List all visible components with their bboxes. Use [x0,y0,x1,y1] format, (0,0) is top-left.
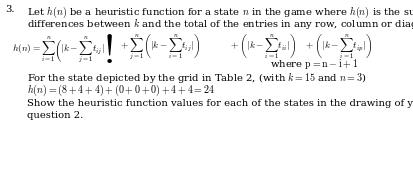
Text: $+\; \left(|k - \sum_{i=1}^{n}t_{ip}|\right)$: $+\; \left(|k - \sum_{i=1}^{n}t_{ip}|\ri… [305,32,372,61]
Text: $+\; \left(|k - \sum_{i=1}^{n}t_{ii}|\right)$: $+\; \left(|k - \sum_{i=1}^{n}t_{ii}|\ri… [230,32,296,61]
Text: $h(n) = \sum_{i=1}^{n}\left(|k - \sum_{j=1}^{n}t_{ij}|\right)$: $h(n) = \sum_{i=1}^{n}\left(|k - \sum_{j… [12,32,114,65]
Text: Let $h(n)$ be a heuristic function for a state $n$ in the game where $h(n)$ is t: Let $h(n)$ be a heuristic function for a… [27,5,413,20]
Text: where $\mathrm{p = n - i + 1}$: where $\mathrm{p = n - i + 1}$ [270,57,358,71]
Text: differences between $k$ and the total of the entries in any row, column or diago: differences between $k$ and the total of… [27,16,413,31]
Text: Show the heuristic function values for each of the states in the drawing of your: Show the heuristic function values for e… [27,99,413,108]
Text: $h(n) = (8 + 4 + 4) + (0 + 0 + 0) + 4 + 4 = 24$: $h(n) = (8 + 4 + 4) + (0 + 0 + 0) + 4 + … [27,83,215,98]
Text: $+\; \sum_{j=1}^{n}\left(|k - \sum_{i=1}^{n}t_{ij}|\right)$: $+\; \sum_{j=1}^{n}\left(|k - \sum_{i=1}… [120,32,200,62]
Text: 3.: 3. [5,5,14,14]
Text: For the state depicted by the grid in Table 2, (with $k = 15$ and $n = 3$): For the state depicted by the grid in Ta… [27,70,367,85]
Text: question 2.: question 2. [27,111,83,120]
